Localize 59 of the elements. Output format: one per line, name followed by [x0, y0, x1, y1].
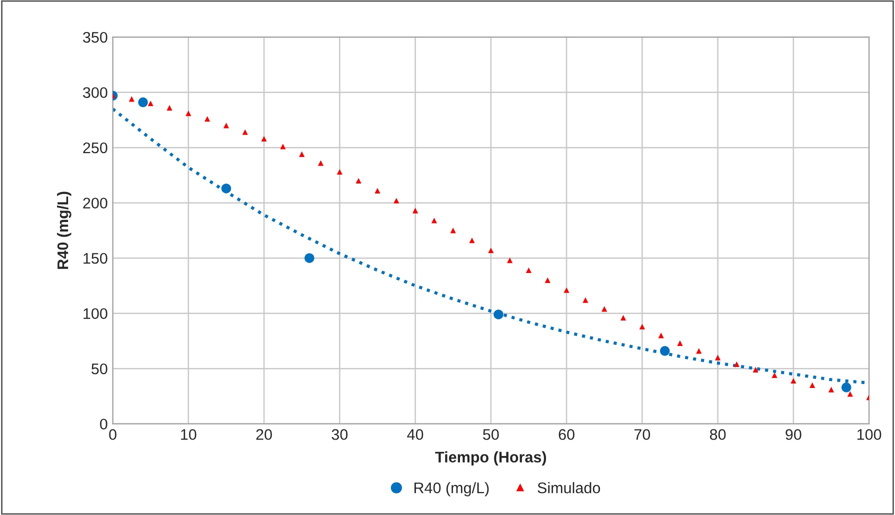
- x-tick-label: 60: [558, 429, 574, 440]
- point: [299, 151, 305, 157]
- x-tick-label: 10: [181, 429, 196, 440]
- y-tick-label: 300: [83, 87, 108, 98]
- x-tick-label: 0: [109, 429, 116, 440]
- point: [280, 144, 286, 150]
- y-tick-label: 0: [100, 418, 108, 430]
- point: [715, 354, 721, 360]
- x-tick-label: 80: [710, 429, 726, 440]
- point: [677, 340, 683, 346]
- point: [841, 382, 852, 392]
- point: [639, 324, 645, 330]
- point: [620, 314, 626, 321]
- point: [318, 160, 324, 166]
- point: [221, 184, 232, 194]
- point: [544, 277, 550, 283]
- point: [223, 122, 229, 128]
- point: [166, 105, 172, 111]
- point: [582, 297, 588, 303]
- x-tick-label: 30: [332, 429, 348, 440]
- point: [828, 386, 834, 392]
- x-axis-title: Tiempo (Horas): [435, 451, 546, 466]
- point: [394, 198, 400, 204]
- x-tick-label: 50: [483, 429, 499, 440]
- point: [752, 366, 758, 372]
- point: [734, 361, 740, 367]
- point: [242, 129, 248, 135]
- x-tick-label: 20: [256, 429, 272, 440]
- x-tick-label: 90: [786, 429, 802, 440]
- y-tick-label: 350: [83, 32, 108, 43]
- point: [304, 253, 314, 263]
- point: [469, 238, 475, 244]
- point: [204, 116, 210, 122]
- point: [412, 208, 418, 214]
- point: [356, 178, 362, 184]
- legend-label: Simulado: [538, 482, 600, 494]
- y-tick-label: 50: [92, 363, 108, 374]
- point: [374, 188, 380, 194]
- x-tick-label: 100: [857, 429, 882, 440]
- point: [847, 391, 853, 397]
- x-tick-label: 40: [407, 429, 424, 440]
- legend-label: R40 (mg/L): [414, 482, 489, 496]
- point: [564, 287, 570, 293]
- point: [810, 382, 816, 388]
- point: [138, 97, 148, 108]
- point: [790, 378, 796, 384]
- point: [526, 267, 532, 274]
- point: [494, 310, 504, 320]
- y-tick-label: 250: [83, 142, 108, 154]
- point: [507, 258, 513, 264]
- point: [261, 136, 267, 142]
- point: [431, 218, 437, 224]
- point: [660, 346, 670, 356]
- point: [772, 372, 778, 378]
- y-tick-label: 150: [84, 252, 108, 264]
- x-tick-label: 70: [634, 429, 650, 440]
- y-tick-label: 200: [83, 198, 108, 209]
- y-tick-label: 100: [84, 308, 108, 320]
- y-axis-title: R40 (mg/L): [57, 192, 72, 269]
